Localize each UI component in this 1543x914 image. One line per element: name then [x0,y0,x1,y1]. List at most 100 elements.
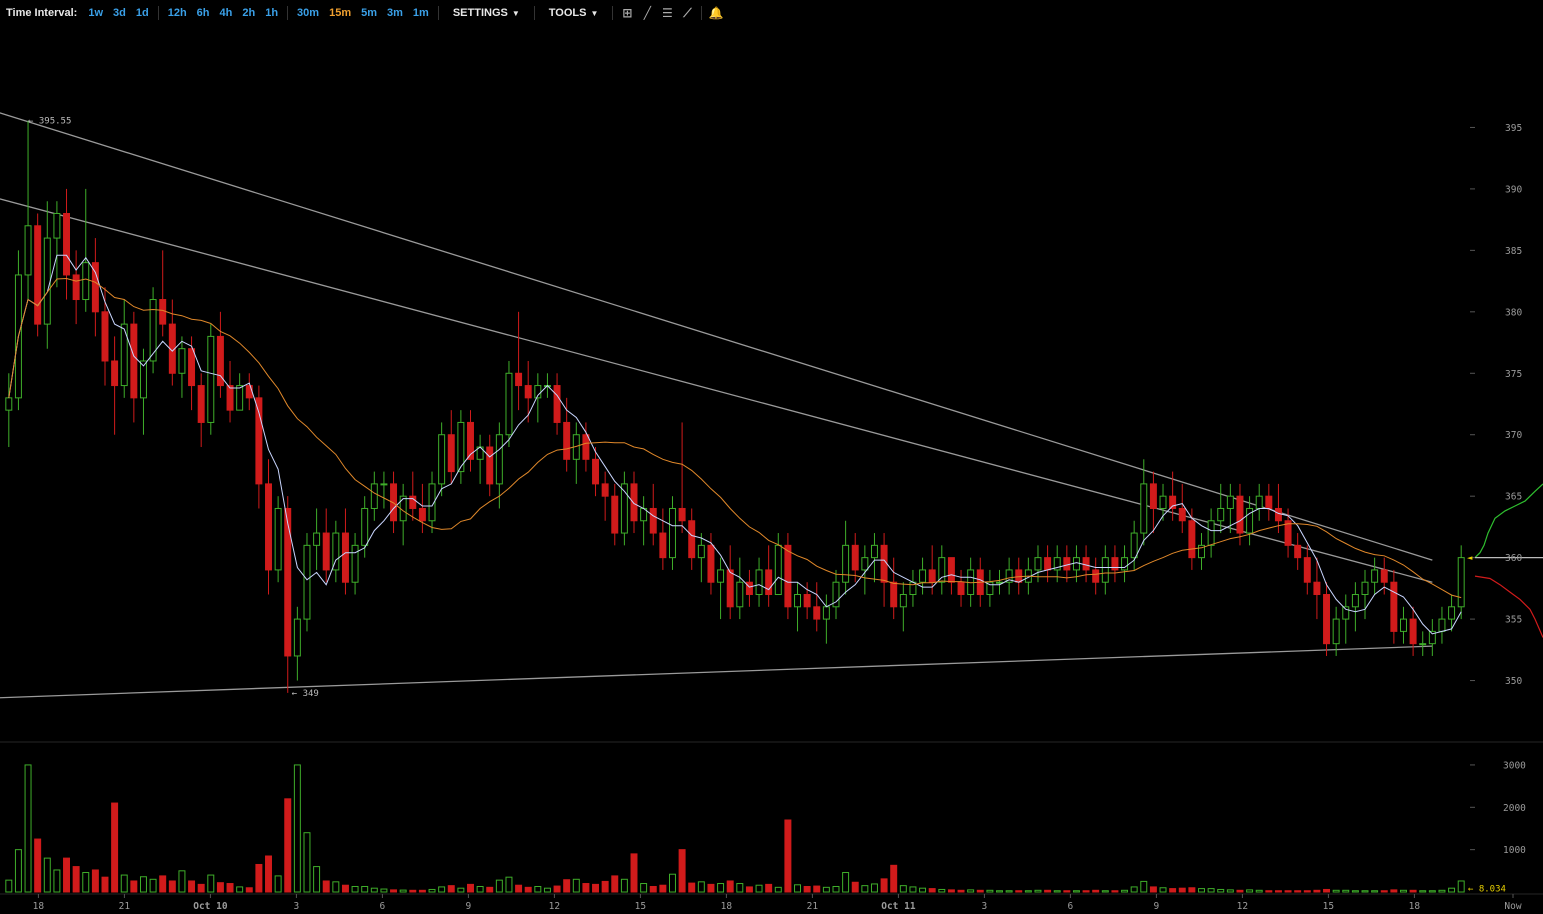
candle-body [505,372,513,436]
tools-menu[interactable]: TOOLS ▼ [539,7,609,19]
volume-bar [697,881,705,893]
volume-bar [438,886,446,893]
volume-bar [351,885,359,893]
candle-body [1371,569,1379,583]
candle-body [428,483,436,522]
price-tick-label: 370 [1505,430,1522,441]
settings-menu[interactable]: SETTINGS ▼ [443,7,530,19]
interval-button-3m[interactable]: 3m [387,7,403,19]
candle-body [5,397,13,411]
volume-bar [717,883,725,893]
time-tick-label: 21 [119,901,131,912]
volume-bar [476,885,484,893]
candle-body [409,495,417,509]
volume-bar [1438,889,1446,893]
volume-bar [236,886,244,893]
interval-button-1w[interactable]: 1w [88,7,104,19]
candle-body [1428,630,1436,645]
candle-body [63,212,71,276]
volume-bar [245,887,253,893]
time-tick-label: 6 [380,901,386,912]
candle-body [1399,618,1407,632]
volume-bar [592,883,600,893]
chevron-down-icon: ▼ [511,9,520,18]
bell-icon[interactable]: 🔔 [708,6,724,20]
candle-body [553,385,561,423]
interval-button-1m[interactable]: 1m [412,7,429,19]
volume-bar [659,884,667,893]
volume-bar [1361,890,1369,893]
time-tick-label: 21 [807,901,819,912]
volume-bar [515,884,523,893]
interval-button-6h[interactable]: 6h [196,7,210,19]
interval-button-1d[interactable]: 1d [135,7,149,19]
candle-body [159,299,167,325]
candle-body [1188,520,1196,559]
candle-body [1448,606,1456,620]
interval-button-5m[interactable]: 5m [361,7,378,19]
candle-body [938,557,946,583]
interval-button-12h[interactable]: 12h [167,7,187,19]
interval-button-3d[interactable]: 3d [113,7,126,19]
interval-button-30m[interactable]: 30m [297,7,320,19]
candle-body [899,594,907,608]
interval-button-2h[interactable]: 2h [242,7,256,19]
candle-body [1217,507,1225,522]
volume-bar [313,866,321,893]
volume-bar [736,883,744,893]
candle-body [418,507,426,522]
high-price-label: ← 395.55 [28,117,71,127]
price-chart[interactable]: 395 390 385 380 375 370 365 360 355 350 3000 2000 10… [0,26,1543,914]
volume-bar [1399,889,1407,893]
candle-body [370,483,378,509]
candle-body [1198,544,1205,559]
candle-body [399,495,407,522]
volume-bar [159,875,167,893]
candle-body [794,594,802,608]
volume-bar [226,883,234,893]
candle-body [380,483,388,486]
volume-bar [640,883,648,893]
trendline-upper [0,112,1433,561]
volume-bar [1246,889,1254,893]
volume-bar [1034,889,1042,893]
line-tool-icon[interactable]: ╱ [643,6,651,20]
volume-bar [851,881,859,893]
volume-bar [774,886,782,893]
volume-bar [524,886,532,893]
time-tick-label: 9 [466,901,472,912]
interval-button-4h[interactable]: 4h [219,7,233,19]
candle-body [928,569,936,583]
price-tick-label: 365 [1505,492,1522,503]
price-tick-label: 390 [1505,184,1522,195]
candle-body [1303,557,1311,583]
candle-body [1044,557,1052,571]
candle-body [1313,581,1321,596]
candle-body [303,544,311,620]
volume-bar [1188,887,1196,893]
volume-bar [380,888,388,893]
candle-body [659,532,667,559]
volume-bar [745,886,753,893]
volume-bar [34,838,42,893]
candle-body [697,544,705,559]
candle-body [390,483,398,522]
candle-body [1265,495,1273,509]
candle-body [1140,483,1148,534]
hlines-icon[interactable]: ☰ [662,6,673,20]
interval-button-1h[interactable]: 1h [265,7,279,19]
volume-bar [255,863,263,893]
candle-body [630,483,638,522]
volume-bar [976,889,984,893]
interval-button-15m[interactable]: 15m [329,7,352,19]
volume-bar [188,880,196,893]
crosshair-icon[interactable]: ⊞ [622,6,633,20]
sma-fast-line [8,254,1462,635]
fan-tool-icon[interactable]: ⟋ [683,5,692,20]
volume-bar [361,885,369,893]
volume-bar [899,885,907,893]
volume-bar [1226,889,1234,893]
volume-bar [967,889,975,893]
last-volume-label: ← 8.034 [1468,885,1506,895]
volume-bar [813,885,821,893]
